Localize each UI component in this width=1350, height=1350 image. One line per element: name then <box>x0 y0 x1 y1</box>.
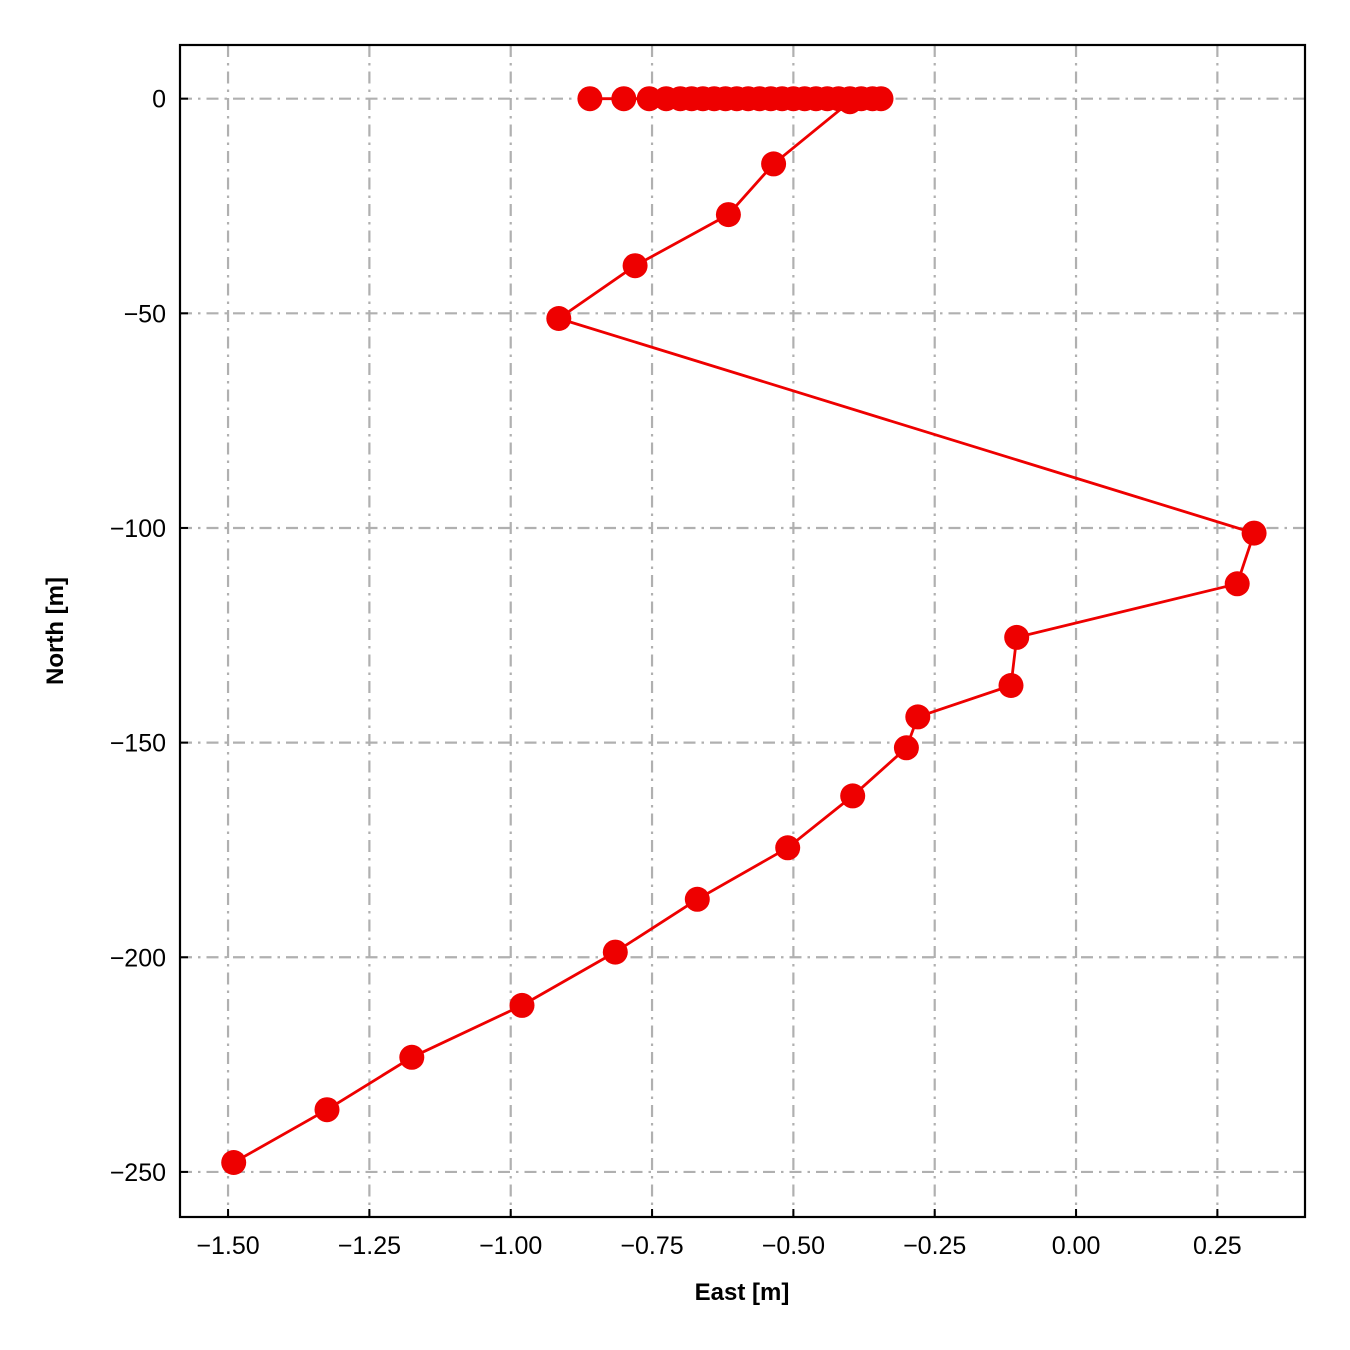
y-tick-label: −100 <box>110 515 166 543</box>
trajectory-point <box>775 835 801 861</box>
trajectory-point <box>509 992 535 1018</box>
x-tick-label: −0.75 <box>620 1232 683 1260</box>
trajectory-point <box>602 939 628 965</box>
x-tick-label: −1.50 <box>196 1232 259 1260</box>
x-tick-label: −0.25 <box>903 1232 966 1260</box>
trajectory-point <box>622 253 648 279</box>
trajectory-line <box>233 97 1256 1164</box>
trajectory-point <box>905 704 931 730</box>
y-tick-label: −150 <box>110 730 166 758</box>
x-tick-label: 0.00 <box>1052 1232 1101 1260</box>
data-layer <box>221 86 1267 1175</box>
y-tick-label: −50 <box>124 300 166 328</box>
trajectory-point <box>868 86 894 112</box>
trajectory-point <box>684 886 710 912</box>
x-axis-title: East [m] <box>695 1279 790 1306</box>
trajectory-point <box>314 1097 340 1123</box>
grid-layer <box>180 45 1305 1217</box>
plot-frame <box>178 43 1307 1219</box>
trajectory-point <box>893 735 919 761</box>
trajectory-point <box>1241 520 1267 546</box>
y-tick-label: −250 <box>110 1159 166 1187</box>
trajectory-point <box>998 673 1024 698</box>
tick-layer: −1.50 −1.25 −1.00 −0.75 −0.50 −0.25 0.00 0.25 0 −… <box>110 86 1242 1260</box>
trajectory-point <box>837 89 863 115</box>
trajectory-point <box>577 86 603 112</box>
trajectory-point <box>715 202 741 228</box>
x-tick-label: −0.50 <box>762 1232 825 1260</box>
x-tick-label: −1.00 <box>479 1232 542 1260</box>
trajectory-point <box>1004 624 1030 650</box>
trajectory-point <box>221 1150 247 1175</box>
trajectory-point <box>399 1044 425 1070</box>
trajectory-point <box>611 86 637 112</box>
y-tick-label: −200 <box>110 944 166 972</box>
x-tick-label: 0.25 <box>1193 1232 1242 1260</box>
y-tick-label: 0 <box>152 86 166 114</box>
x-tick-label: −1.25 <box>338 1232 401 1260</box>
y-axis-title: North [m] <box>42 577 69 685</box>
trajectory-point <box>840 783 866 809</box>
trajectory-point <box>1224 571 1250 597</box>
trajectory-point <box>761 151 787 177</box>
trajectory-point <box>546 306 572 331</box>
